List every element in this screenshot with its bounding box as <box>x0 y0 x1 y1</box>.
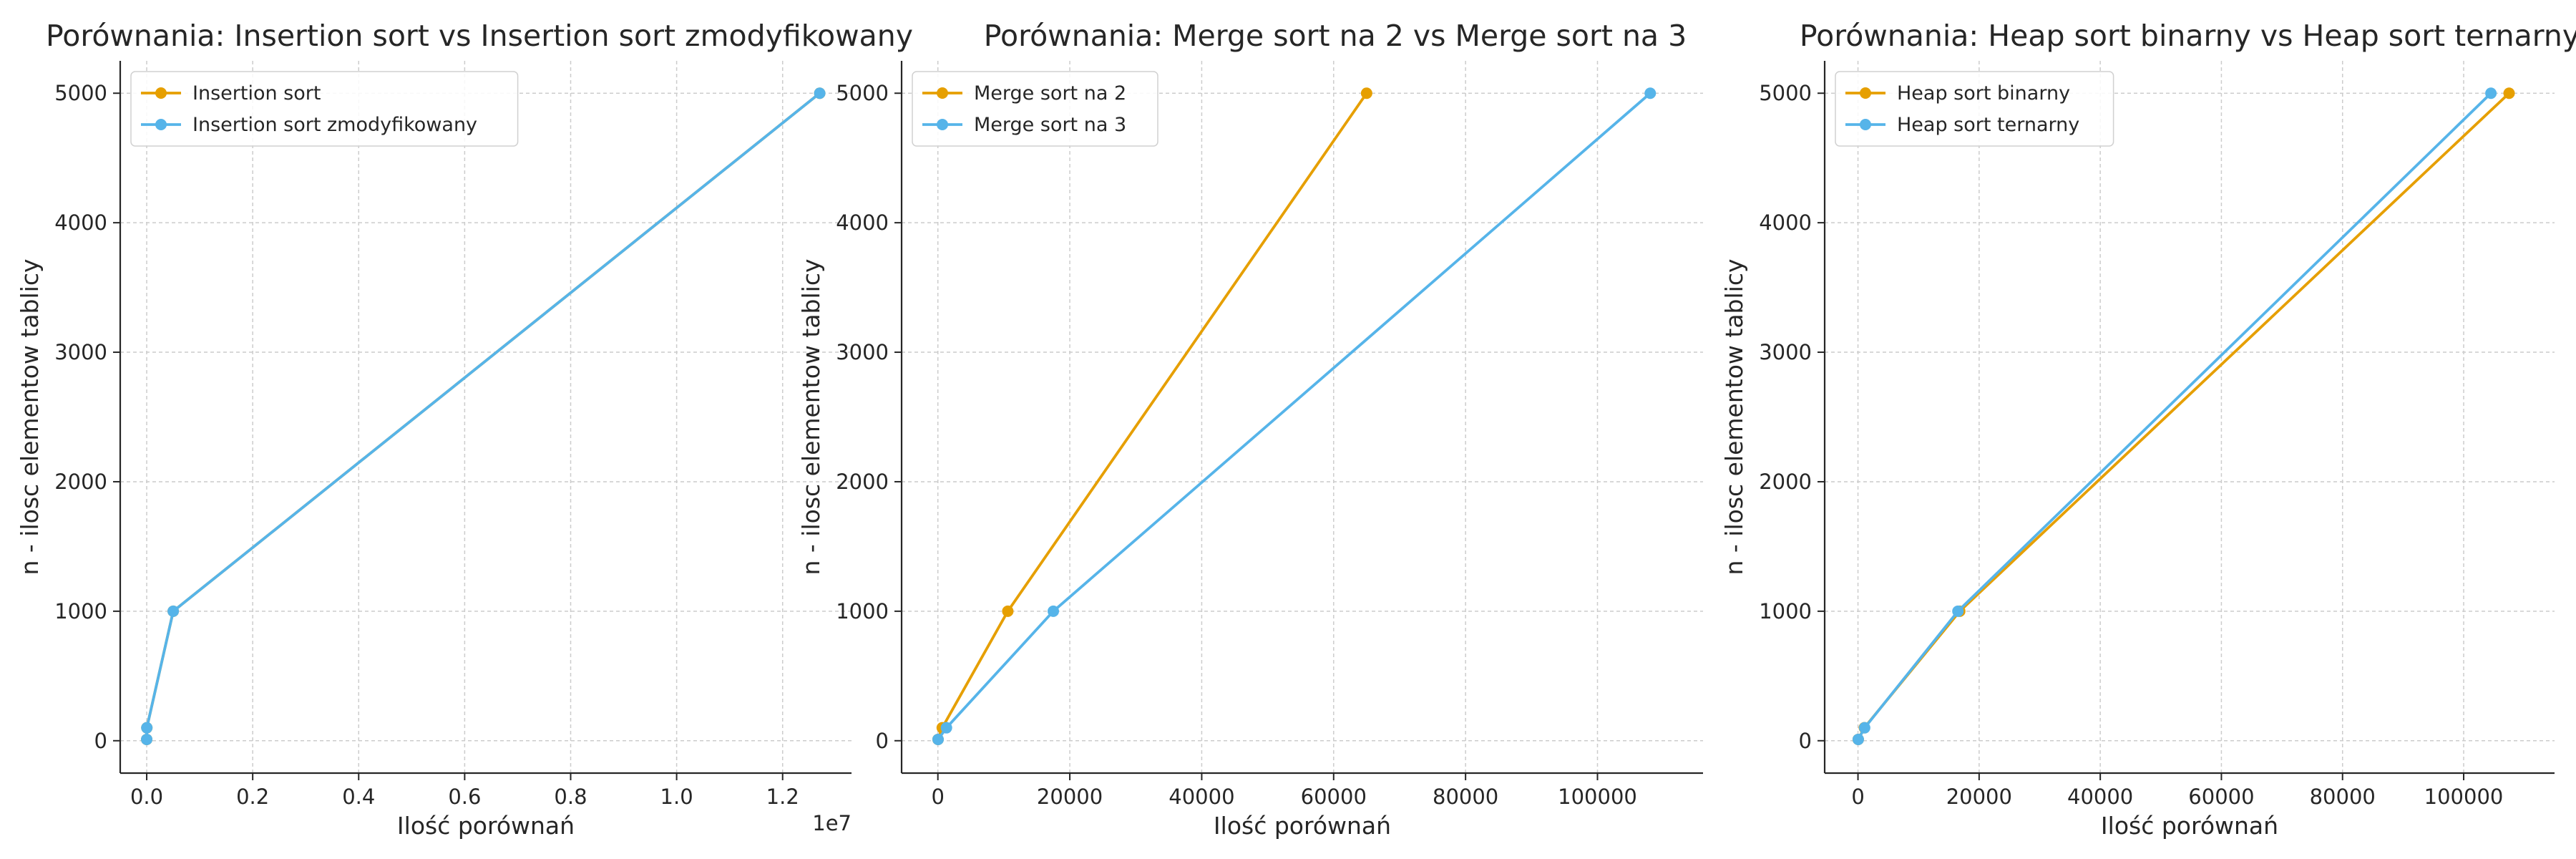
x-tick-label: 0.6 <box>448 785 481 809</box>
data-point <box>141 733 153 745</box>
x-axis-label: Ilość porównań <box>397 812 575 840</box>
y-tick-label: 1000 <box>1759 599 1812 623</box>
x-axis-label: Ilość porównań <box>1214 812 1391 840</box>
x-tick-label: 1.2 <box>766 785 799 809</box>
legend-marker <box>1860 87 1871 99</box>
y-tick-label: 0 <box>94 729 107 753</box>
series-line-1 <box>145 92 821 740</box>
y-axis-label: n - ilosc elementow tablicy <box>1720 258 1748 575</box>
data-point <box>1858 722 1870 734</box>
chart-title: Porównania: Merge sort na 2 vs Merge sor… <box>984 19 1687 53</box>
x-tick-label: 20000 <box>1037 785 1103 809</box>
y-tick-label: 2000 <box>1759 470 1812 494</box>
chart-panel-1: 0.0 0.2 0.4 0.6 0.8 1.0 1.2 0 1000 2000 3000 4000 50… <box>16 19 913 840</box>
data-point <box>141 722 153 734</box>
x-tick-label: 0 <box>1851 785 1864 809</box>
y-tick-label: 2000 <box>54 470 107 494</box>
data-point <box>1852 733 1864 745</box>
x-tick-label: 100000 <box>2424 785 2504 809</box>
legend-box <box>130 71 519 147</box>
y-tick-label: 3000 <box>836 340 889 364</box>
y-tick-label: 5000 <box>836 81 889 105</box>
data-point <box>1644 87 1657 100</box>
chart-title: Porównania: Insertion sort vs Insertion … <box>46 19 913 53</box>
data-point <box>940 722 952 734</box>
x-tick-label: 40000 <box>2067 785 2133 809</box>
legend-box <box>912 71 1158 147</box>
x-tick-label: 40000 <box>1169 785 1234 809</box>
x-offset-label: 1e7 <box>812 811 852 835</box>
data-point <box>2485 87 2497 100</box>
legend-marker <box>937 119 948 130</box>
x-tick-label: 80000 <box>2310 785 2376 809</box>
legend-label: Merge sort na 3 <box>974 114 1126 136</box>
legend-label: Heap sort ternarny <box>1897 114 2079 136</box>
x-tick-label: 0 <box>931 785 944 809</box>
legend: Insertion sort Insertion sort zmodyfikowa… <box>130 71 519 147</box>
data-point <box>2503 87 2515 100</box>
data-point <box>814 87 826 100</box>
data-point <box>1952 605 1964 617</box>
y-tick-label: 1000 <box>836 599 889 623</box>
legend-label: Insertion sort <box>192 82 321 105</box>
y-tick-label: 3000 <box>1759 340 1812 364</box>
legend-marker <box>155 87 167 99</box>
y-tick-label: 3000 <box>54 340 107 364</box>
legend-marker <box>155 119 167 130</box>
y-axis-label: n - ilosc elementow tablicy <box>16 258 44 575</box>
chart-title: Porównania: Heap sort binarny vs Heap so… <box>1800 19 2576 53</box>
y-tick-label: 1000 <box>54 599 107 623</box>
y-tick-label: 5000 <box>54 81 107 105</box>
legend-label: Heap sort binarny <box>1897 82 2070 105</box>
legend: Heap sort binarny Heap sort ternarny <box>1835 71 2114 147</box>
y-tick-label: 4000 <box>1759 210 1812 235</box>
y-axis-label: n - ilosc elementow tablicy <box>797 258 825 575</box>
data-point <box>167 605 180 617</box>
legend-label: Merge sort na 2 <box>974 82 1126 105</box>
y-tick-label: 4000 <box>836 210 889 235</box>
chart-panel-3: 0 20000 40000 60000 80000 100000 0 1000 2000 3000… <box>1720 19 2576 840</box>
legend-marker <box>1860 119 1871 130</box>
legend-marker <box>937 87 948 99</box>
x-tick-label: 0.8 <box>554 785 587 809</box>
x-tick-label: 0.4 <box>342 785 375 809</box>
series-line-2 <box>937 92 1652 741</box>
data-point <box>1002 605 1014 617</box>
data-point <box>932 733 944 745</box>
legend-box <box>1835 71 2114 147</box>
y-tick-label: 4000 <box>54 210 107 235</box>
x-tick-label: 80000 <box>1433 785 1498 809</box>
x-tick-label: 20000 <box>1946 785 2012 809</box>
series-line-1 <box>1857 92 2510 740</box>
x-tick-label: 60000 <box>2188 785 2254 809</box>
data-point <box>1048 605 1060 617</box>
series-line-1 <box>937 92 1368 740</box>
legend: Merge sort na 2 Merge sort na 3 <box>912 71 1158 147</box>
x-tick-label: 0.2 <box>236 785 269 809</box>
x-tick-label: 60000 <box>1301 785 1367 809</box>
series-line-2 <box>1857 92 2492 740</box>
y-tick-label: 2000 <box>836 470 889 494</box>
chart-panel-2: 0 20000 40000 60000 80000 100000 0 1000 2000 3000… <box>797 19 1703 840</box>
y-tick-label: 5000 <box>1759 81 1812 105</box>
x-tick-label: 100000 <box>1558 785 1637 809</box>
x-axis-label: Ilość porównań <box>2101 812 2278 840</box>
data-point <box>1360 87 1372 100</box>
legend-label: Insertion sort zmodyfikowany <box>192 114 477 136</box>
y-tick-label: 0 <box>876 729 889 753</box>
series-line-2 <box>145 92 821 740</box>
x-tick-label: 1.0 <box>660 785 693 809</box>
x-tick-label: 0.0 <box>130 785 163 809</box>
y-tick-label: 0 <box>1799 729 1812 753</box>
